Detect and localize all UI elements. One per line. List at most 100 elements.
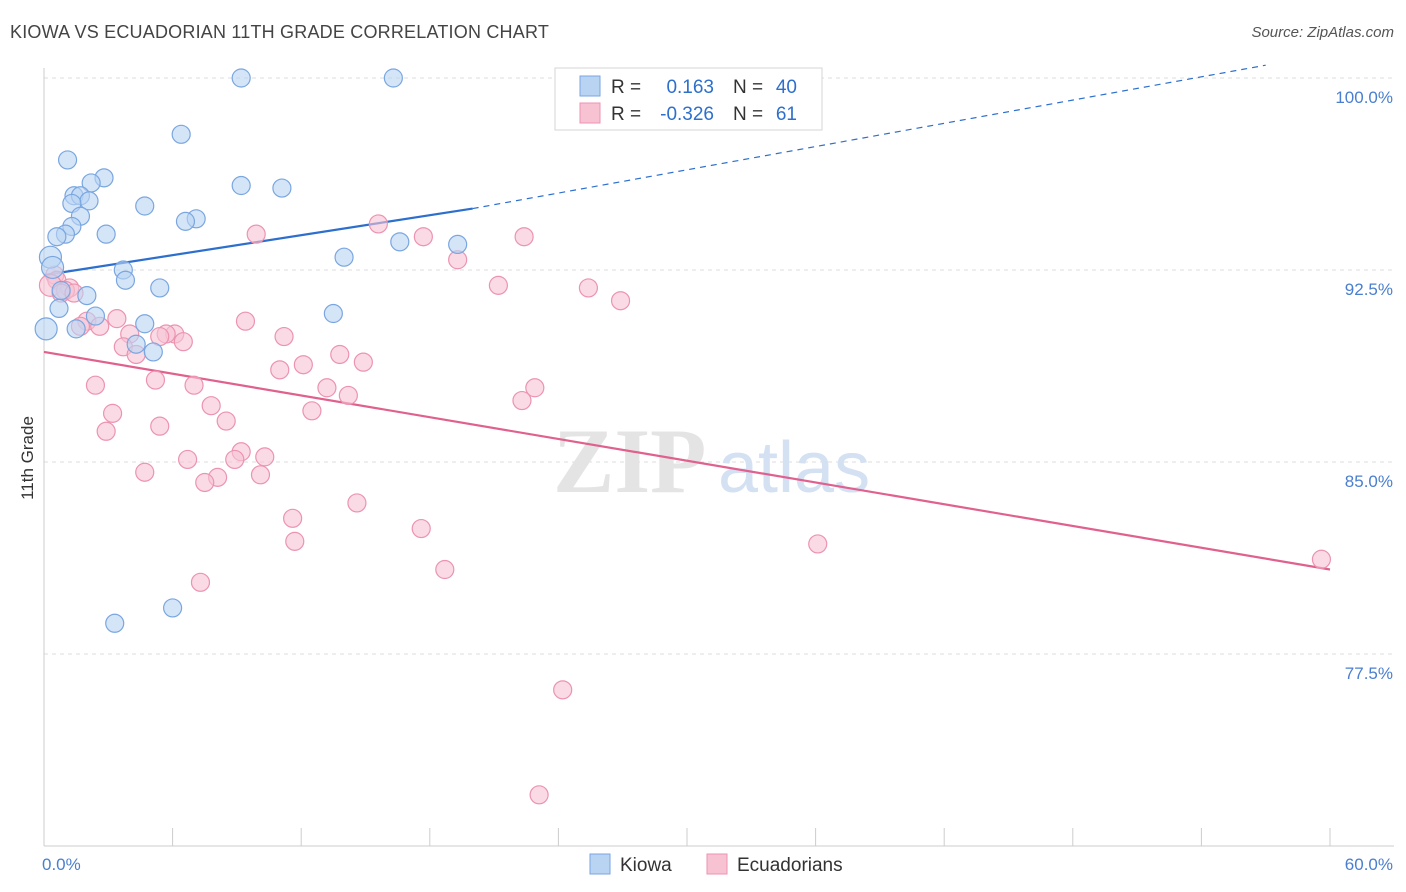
ecuadorian-point-29 bbox=[353, 352, 373, 372]
kiowa-point-7 bbox=[272, 178, 292, 198]
bottom-legend: Kiowa Ecuadorians bbox=[589, 853, 843, 876]
ecuadorian-point-33 bbox=[85, 375, 106, 395]
ecuadorian-point-47 bbox=[178, 449, 198, 470]
y-tick-label-0: 100.0% bbox=[1335, 88, 1393, 107]
x-tick-label-min: 0.0% bbox=[42, 855, 81, 874]
kiowa-point-15 bbox=[175, 211, 196, 231]
y-tick-label-3: 77.5% bbox=[1345, 664, 1393, 683]
kiowa-point-29 bbox=[77, 286, 97, 306]
kiowa-point-34 bbox=[66, 319, 86, 339]
kiowa-point-27 bbox=[150, 278, 170, 298]
kiowa-point-21 bbox=[448, 234, 468, 254]
ecuadorian-point-34 bbox=[184, 375, 204, 395]
legend-kiowa-r-value: 0.163 bbox=[666, 77, 714, 98]
bottom-legend-swatch-kiowa bbox=[589, 853, 611, 875]
trend-line-kiowa-extension bbox=[472, 64, 1266, 210]
ecuadorian-point-9 bbox=[413, 227, 433, 247]
legend-swatch-kiowa bbox=[579, 75, 601, 97]
kiowa-point-22 bbox=[334, 247, 354, 267]
kiowa-point-28 bbox=[51, 280, 71, 301]
ecuadorian-point-55 bbox=[411, 518, 431, 539]
kiowa-point-39 bbox=[105, 613, 125, 633]
ecuadorian-point-59 bbox=[435, 559, 455, 580]
legend-kiowa-n-value: 40 bbox=[776, 77, 797, 98]
ecuadorian-point-42 bbox=[216, 411, 236, 431]
data-points bbox=[34, 68, 1332, 805]
ecuadorian-point-16 bbox=[235, 311, 256, 331]
legend-ecu-n-value: 61 bbox=[776, 104, 797, 125]
bottom-legend-swatch-ecuadorians bbox=[706, 853, 728, 875]
watermark-zip: ZIP bbox=[553, 410, 706, 512]
y-tick-labels: 100.0% 92.5% 85.0% 77.5% bbox=[1335, 88, 1393, 683]
legend-swatch-ecuadorians bbox=[579, 102, 601, 124]
ecuadorian-point-40 bbox=[302, 401, 322, 421]
ecuadorian-point-12 bbox=[488, 275, 508, 295]
ecuadorian-point-43 bbox=[150, 416, 170, 436]
ecuadorian-point-8 bbox=[246, 224, 266, 244]
x-axis-ticks bbox=[43, 828, 1331, 846]
legend-ecu-r-label: R = bbox=[611, 104, 641, 125]
ecuadorian-point-37 bbox=[338, 385, 358, 406]
chart-title: KIOWA VS ECUADORIAN 11TH GRADE CORRELATI… bbox=[10, 22, 550, 42]
ecuadorian-point-57 bbox=[808, 534, 828, 554]
legend-kiowa-r-label: R = bbox=[611, 77, 641, 98]
kiowa-point-31 bbox=[323, 303, 343, 324]
top-legend: R = 0.163 N = 40 R = -0.326 N = 61 bbox=[554, 67, 823, 131]
kiowa-point-12 bbox=[135, 196, 155, 216]
ecuadorian-point-14 bbox=[610, 291, 631, 311]
watermark-atlas: atlas bbox=[718, 428, 870, 508]
ecuadorian-point-7 bbox=[368, 214, 388, 234]
ecuadorian-point-56 bbox=[285, 531, 305, 551]
kiowa-point-32 bbox=[85, 306, 106, 326]
kiowa-point-26 bbox=[115, 270, 136, 290]
ecuadorian-point-41 bbox=[102, 403, 123, 423]
ecuadorian-point-49 bbox=[135, 462, 155, 482]
ecuadorian-point-60 bbox=[190, 572, 211, 592]
ecuadorian-point-35 bbox=[317, 378, 337, 398]
kiowa-point-2 bbox=[171, 124, 191, 144]
kiowa-point-19 bbox=[96, 224, 116, 244]
ecuadorian-point-22 bbox=[274, 326, 294, 347]
ecuadorian-point-36 bbox=[525, 378, 545, 398]
ecuadorian-point-58 bbox=[1311, 549, 1332, 569]
ecuadorian-point-15 bbox=[107, 309, 127, 329]
kiowa-point-18 bbox=[47, 227, 67, 247]
ecuadorian-point-31 bbox=[270, 360, 290, 380]
bottom-legend-ecuadorians: Ecuadorians bbox=[737, 855, 843, 876]
kiowa-point-35 bbox=[34, 317, 58, 341]
kiowa-point-37 bbox=[143, 342, 163, 362]
legend-kiowa-n-label: N = bbox=[733, 77, 763, 98]
ecuadorian-point-28 bbox=[330, 344, 350, 365]
ecuadorian-point-30 bbox=[293, 355, 313, 375]
ecuadorian-point-46 bbox=[255, 447, 275, 467]
ecuadorian-point-44 bbox=[96, 421, 116, 441]
grid-lines bbox=[44, 77, 1394, 655]
y-tick-label-2: 85.0% bbox=[1345, 472, 1393, 491]
kiowa-point-0 bbox=[231, 68, 251, 88]
ecuadorian-point-32 bbox=[145, 370, 166, 390]
ecuadorian-point-62 bbox=[529, 785, 549, 805]
chart-source: Source: ZipAtlas.com bbox=[1251, 24, 1394, 41]
kiowa-point-30 bbox=[49, 298, 69, 318]
legend-ecu-n-label: N = bbox=[733, 104, 763, 125]
kiowa-point-38 bbox=[163, 598, 183, 618]
ecuadorian-point-52 bbox=[195, 472, 215, 493]
kiowa-point-33 bbox=[135, 314, 155, 334]
legend-ecu-r-value: -0.326 bbox=[660, 104, 714, 125]
ecuadorian-point-10 bbox=[514, 227, 534, 247]
kiowa-point-36 bbox=[126, 334, 146, 354]
trend-line-ecuadorians bbox=[43, 350, 1331, 571]
ecuadorian-point-50 bbox=[250, 465, 271, 485]
ecuadorian-point-54 bbox=[283, 508, 303, 528]
ecuadorian-point-25 bbox=[173, 332, 193, 352]
ecuadorian-point-61 bbox=[553, 680, 573, 700]
ecuadorian-point-48 bbox=[225, 449, 245, 470]
ecuadorian-point-13 bbox=[578, 278, 599, 298]
y-tick-label-1: 92.5% bbox=[1345, 280, 1393, 299]
kiowa-point-1 bbox=[383, 68, 403, 88]
kiowa-point-24 bbox=[40, 255, 65, 280]
ecuadorian-point-38 bbox=[512, 390, 532, 411]
y-axis-label: 11th Grade bbox=[18, 416, 37, 500]
kiowa-point-3 bbox=[57, 150, 78, 170]
